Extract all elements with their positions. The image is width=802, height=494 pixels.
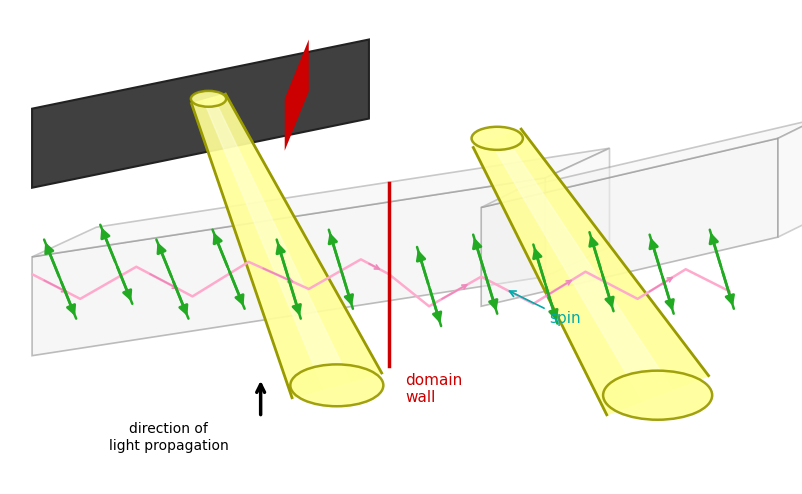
Polygon shape <box>32 40 369 188</box>
Polygon shape <box>778 119 802 237</box>
Text: spin: spin <box>509 291 581 326</box>
Ellipse shape <box>603 370 712 420</box>
Ellipse shape <box>290 365 383 406</box>
Polygon shape <box>192 94 382 398</box>
Text: domain
wall: domain wall <box>405 373 462 406</box>
Polygon shape <box>285 40 309 151</box>
Polygon shape <box>32 148 610 257</box>
Polygon shape <box>481 138 778 306</box>
Ellipse shape <box>191 91 226 107</box>
Polygon shape <box>32 178 545 356</box>
Polygon shape <box>473 129 708 415</box>
Polygon shape <box>490 135 673 401</box>
Text: direction of
light propagation: direction of light propagation <box>108 422 229 453</box>
Polygon shape <box>481 119 802 207</box>
Polygon shape <box>545 148 610 277</box>
Ellipse shape <box>472 127 523 150</box>
Polygon shape <box>204 97 350 389</box>
